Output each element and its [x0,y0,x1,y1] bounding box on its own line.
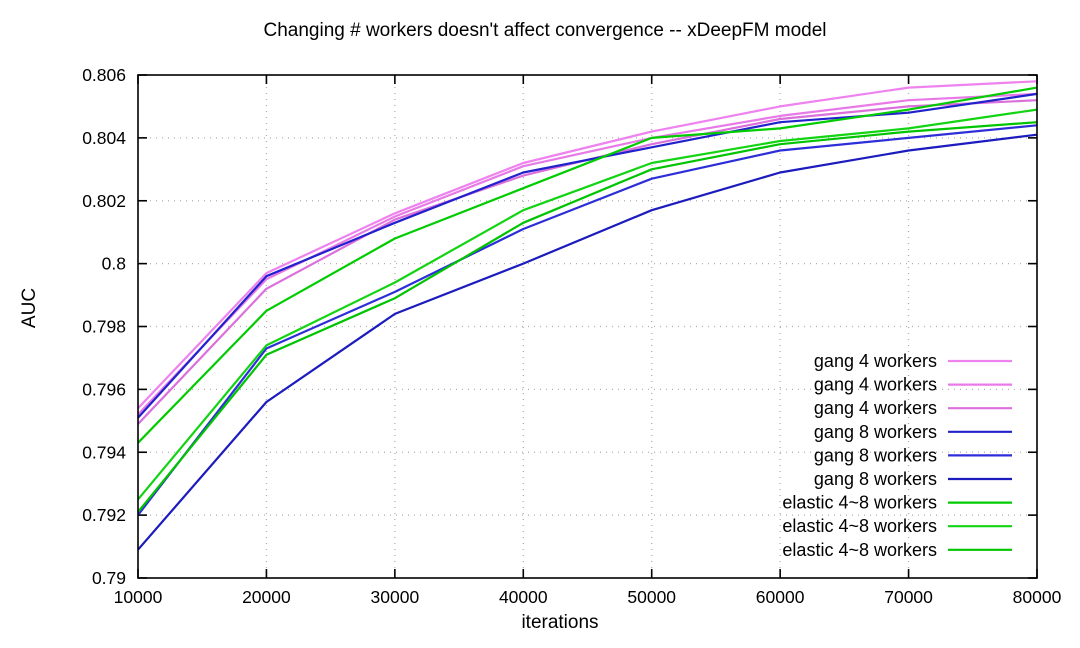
series-line [137,108,1038,501]
legend-label: elastic 4~8 workers [782,540,937,560]
series-line [137,92,1038,419]
x-tick-label: 50000 [627,587,676,607]
legend-label: gang 8 workers [814,422,937,442]
legend-label: gang 4 workers [814,375,937,395]
y-tick-label: 0.79 [92,568,126,588]
legend-label: gang 4 workers [814,351,937,371]
y-tick-label: 0.796 [82,379,126,399]
x-tick-label: 20000 [242,587,291,607]
x-tick-label: 30000 [371,587,420,607]
plot-border [137,74,1038,579]
legend-label: elastic 4~8 workers [782,493,937,513]
x-tick-label: 80000 [1013,587,1062,607]
chart-title: Changing # workers doesn't affect conver… [263,20,827,41]
series-line [137,80,1038,409]
legend-label: elastic 4~8 workers [782,516,937,536]
x-tick-label: 60000 [756,587,805,607]
y-tick-label: 0.794 [82,442,126,462]
x-tick-label: 40000 [499,587,548,607]
y-tick-label: 0.798 [82,317,126,337]
series-line [137,92,1038,416]
series-line [137,121,1038,513]
y-tick-label: 0.8 [102,254,126,274]
legend-label: gang 8 workers [814,445,937,465]
y-tick-label: 0.806 [82,65,126,85]
y-tick-label: 0.802 [82,191,126,211]
x-tick-label: 10000 [114,587,163,607]
legend-label: gang 4 workers [814,398,937,418]
x-axis-label: iterations [521,612,599,633]
series-line [137,133,1038,551]
series-line [137,86,1038,444]
series-line [137,124,1038,516]
y-tick-label: 0.792 [82,505,126,525]
y-tick-label: 0.804 [82,128,126,148]
x-tick-label: 70000 [884,587,933,607]
legend-label: gang 8 workers [814,469,937,489]
